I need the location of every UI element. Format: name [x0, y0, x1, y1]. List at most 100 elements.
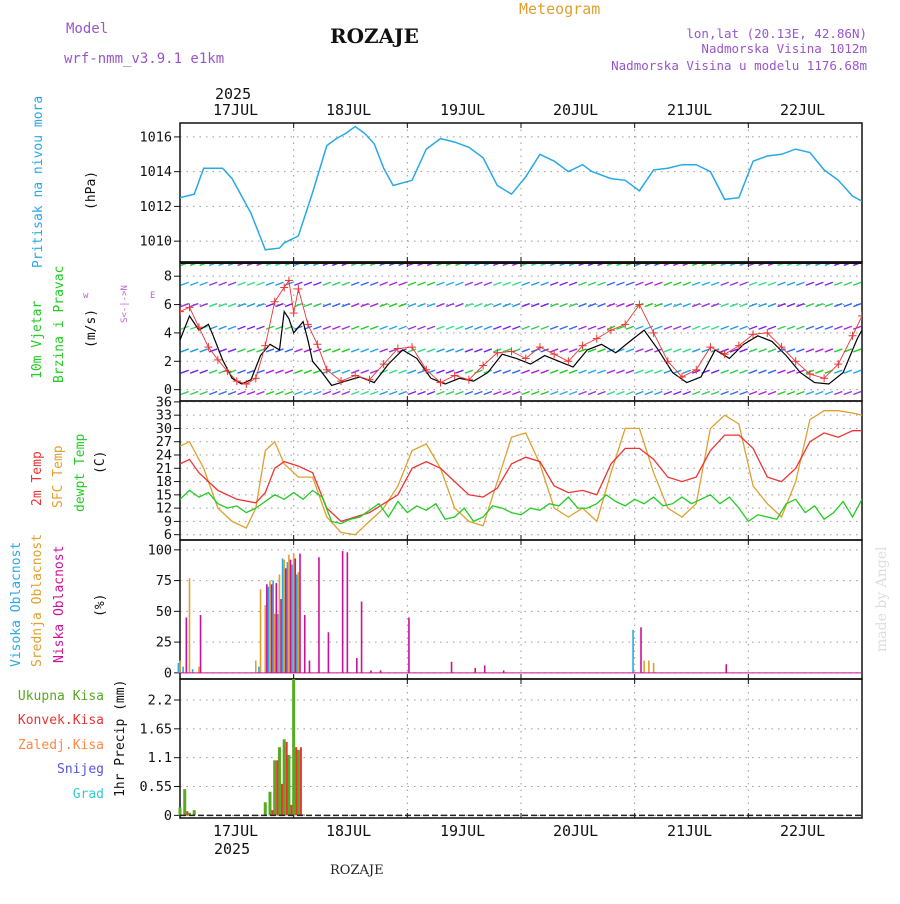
precip-bar-convective [276, 760, 279, 816]
wind-arrow [568, 390, 578, 396]
wind-arrow [199, 302, 208, 308]
cloud-bar-low [327, 632, 330, 673]
wind-arrow [426, 390, 436, 396]
wind-arrow [767, 369, 777, 374]
wind-arrow [559, 302, 568, 308]
wind-arrow [180, 302, 189, 308]
wind-arrow [455, 390, 464, 396]
cloud-bar-mid [278, 574, 281, 673]
wind-arrow [568, 302, 578, 308]
wind-arrow [464, 325, 474, 330]
wind-arrow [815, 369, 824, 374]
cloud-bar-mid [259, 589, 262, 673]
wind-arrow [786, 369, 796, 374]
y-tick-label: 8 [164, 269, 172, 285]
cloud-bar-low [483, 665, 486, 673]
wind-arrow [199, 390, 208, 396]
wind-ylabel-line2: Brzina i Pravac [52, 266, 67, 383]
wind-arrow [180, 390, 189, 396]
cloud-bar-mid [648, 660, 650, 673]
wind-arrow [663, 302, 673, 308]
wind-arrow [464, 390, 474, 396]
y-tick-label: 9 [164, 514, 172, 530]
wind-arrow [616, 369, 625, 374]
wind-arrow [691, 390, 701, 396]
wind-arrow [853, 369, 862, 374]
precip-bar-total [273, 760, 277, 816]
wind-arrow [824, 348, 834, 353]
wind-arrow [777, 390, 786, 396]
cloud-bar-mid [643, 660, 645, 673]
cloud-bar-low [341, 551, 344, 673]
wind-arrow [237, 302, 246, 308]
wind-arrow [587, 390, 597, 396]
wind-arrow [360, 302, 369, 308]
wind-arrow [436, 348, 445, 353]
wind-arrow [398, 369, 407, 374]
wind-arrow [256, 390, 265, 396]
wind-arrow [294, 390, 303, 396]
wind-arrow [208, 390, 218, 396]
wind-arrow [303, 281, 313, 286]
wind-arrow [777, 281, 786, 286]
wind-arrow [663, 390, 673, 396]
wind-arrow [815, 390, 824, 396]
y-tick-label: 25 [156, 635, 172, 651]
top-day-label: 18JUL [326, 101, 371, 119]
cloud-bar-low [725, 664, 728, 673]
wind-arrow [417, 369, 426, 374]
wind-arrow [616, 302, 625, 308]
wind-arrow [189, 390, 199, 396]
y-tick-label: 0 [164, 808, 172, 824]
wind-arrow [625, 390, 635, 396]
wind-arrow [549, 325, 559, 330]
cloud-bar-low [318, 557, 320, 673]
wind-arrow [729, 390, 739, 396]
wind-arrow [218, 390, 227, 396]
wind-arrow [682, 369, 692, 374]
wind-arrow [549, 281, 559, 286]
wind-arrow [578, 325, 587, 330]
cloud-bar-low [289, 559, 292, 673]
wind-arrow [540, 325, 549, 330]
bottom-day-label: 18JUL [326, 822, 371, 840]
y-tick-label: 100 [148, 542, 172, 558]
wind-arrow [805, 348, 815, 353]
wind-arrow [815, 302, 824, 308]
bottom-year-label: 2025 [214, 840, 250, 858]
wind-arrow [474, 348, 483, 353]
y-tick-label: 24 [156, 448, 172, 464]
wind-arrow [237, 369, 246, 374]
temp-unit: (C) [93, 451, 108, 474]
cloud-bar-high [267, 586, 270, 673]
precip-legend: Ukupna Kisa Konvek.Kisa Zaledj.Kisa Snij… [18, 689, 104, 802]
wind-arrow [341, 302, 351, 308]
y-tick-label: 50 [156, 604, 172, 620]
wind-arrow [208, 369, 218, 374]
station-title: ROZAJE [330, 24, 419, 48]
wind-arrow [483, 281, 493, 286]
wind-arrow [682, 281, 692, 286]
wind-arrow [815, 348, 824, 353]
wind-arrow [275, 369, 284, 374]
wind-arrow [796, 281, 805, 286]
y-tick-label: 1.1 [148, 750, 172, 766]
wind-arrow [701, 390, 710, 396]
wind-arrow [332, 369, 341, 374]
wind-arrow [654, 281, 663, 286]
bottom-day-label: 19JUL [440, 822, 485, 840]
cloud-bar-high [281, 558, 284, 673]
wind-arrow [682, 348, 692, 353]
wind-arrow [350, 348, 360, 353]
wind-arrow [720, 302, 729, 308]
wind-arrow [663, 369, 673, 374]
wind-arrow [824, 325, 834, 330]
top-day-label: 17JUL [213, 101, 258, 119]
wind-arrow [246, 302, 256, 308]
wind-arrow [369, 369, 379, 374]
y-tick-label: 6 [164, 297, 172, 313]
wind-arrow [853, 302, 862, 308]
wind-arrow [417, 281, 426, 286]
wind-arrow [701, 281, 710, 286]
wind-arrow [303, 390, 313, 396]
